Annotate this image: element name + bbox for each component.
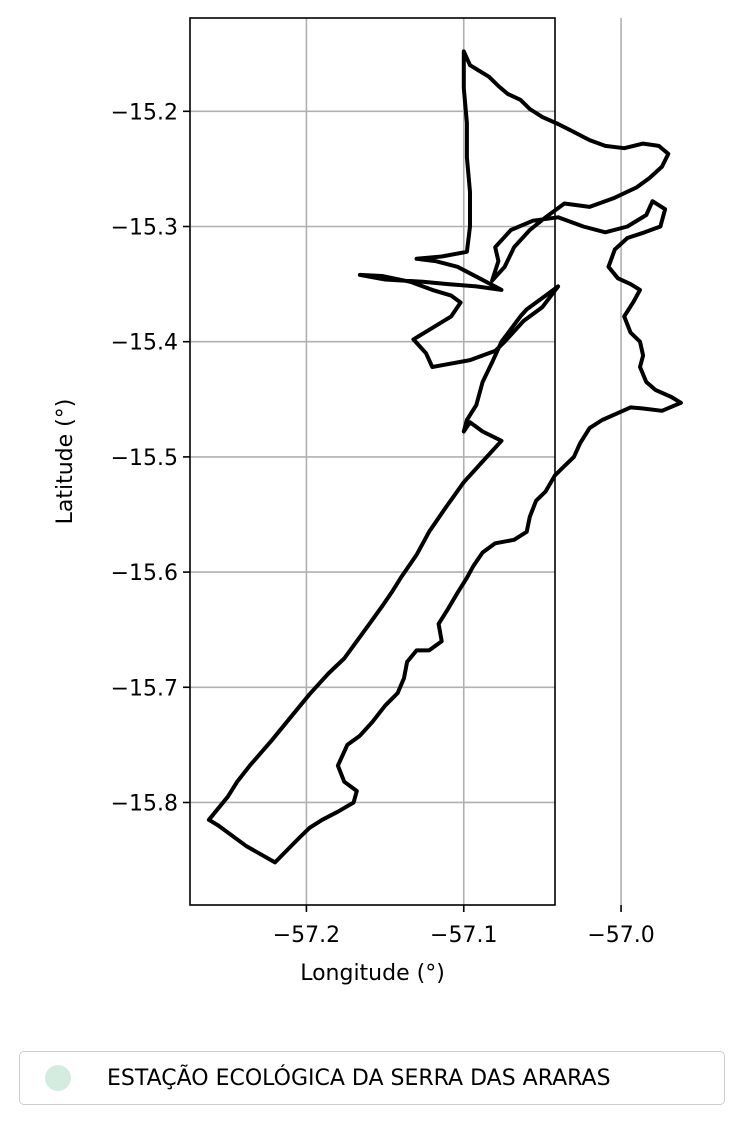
y-tick-label: −15.8 (111, 791, 178, 816)
x-axis-label: Longitude (°) (300, 961, 445, 986)
legend-marker-icon (45, 1065, 71, 1091)
x-tick-label: −57.1 (430, 923, 497, 948)
grid-lines (190, 18, 621, 905)
y-tick-label: −15.7 (111, 676, 178, 701)
y-axis-ticks: −15.2 −15.3 −15.4 −15.5 −15.6 −15.7 −15.8 (111, 100, 190, 816)
y-tick-label: −15.2 (111, 100, 178, 125)
x-axis-ticks: −57.2 −57.1 −57.0 (273, 905, 655, 948)
y-tick-label: −15.4 (111, 331, 178, 356)
legend: ESTAÇÃO ECOLÓGICA DA SERRA DAS ARARAS (19, 1051, 725, 1105)
y-tick-label: −15.5 (111, 446, 178, 471)
x-tick-label: −57.2 (273, 923, 340, 948)
legend-label: ESTAÇÃO ECOLÓGICA DA SERRA DAS ARARAS (107, 1066, 611, 1091)
x-tick-label: −57.0 (587, 923, 654, 948)
y-tick-label: −15.3 (111, 216, 178, 241)
y-axis-label: Latitude (°) (53, 399, 78, 525)
y-tick-label: −15.6 (111, 561, 178, 586)
